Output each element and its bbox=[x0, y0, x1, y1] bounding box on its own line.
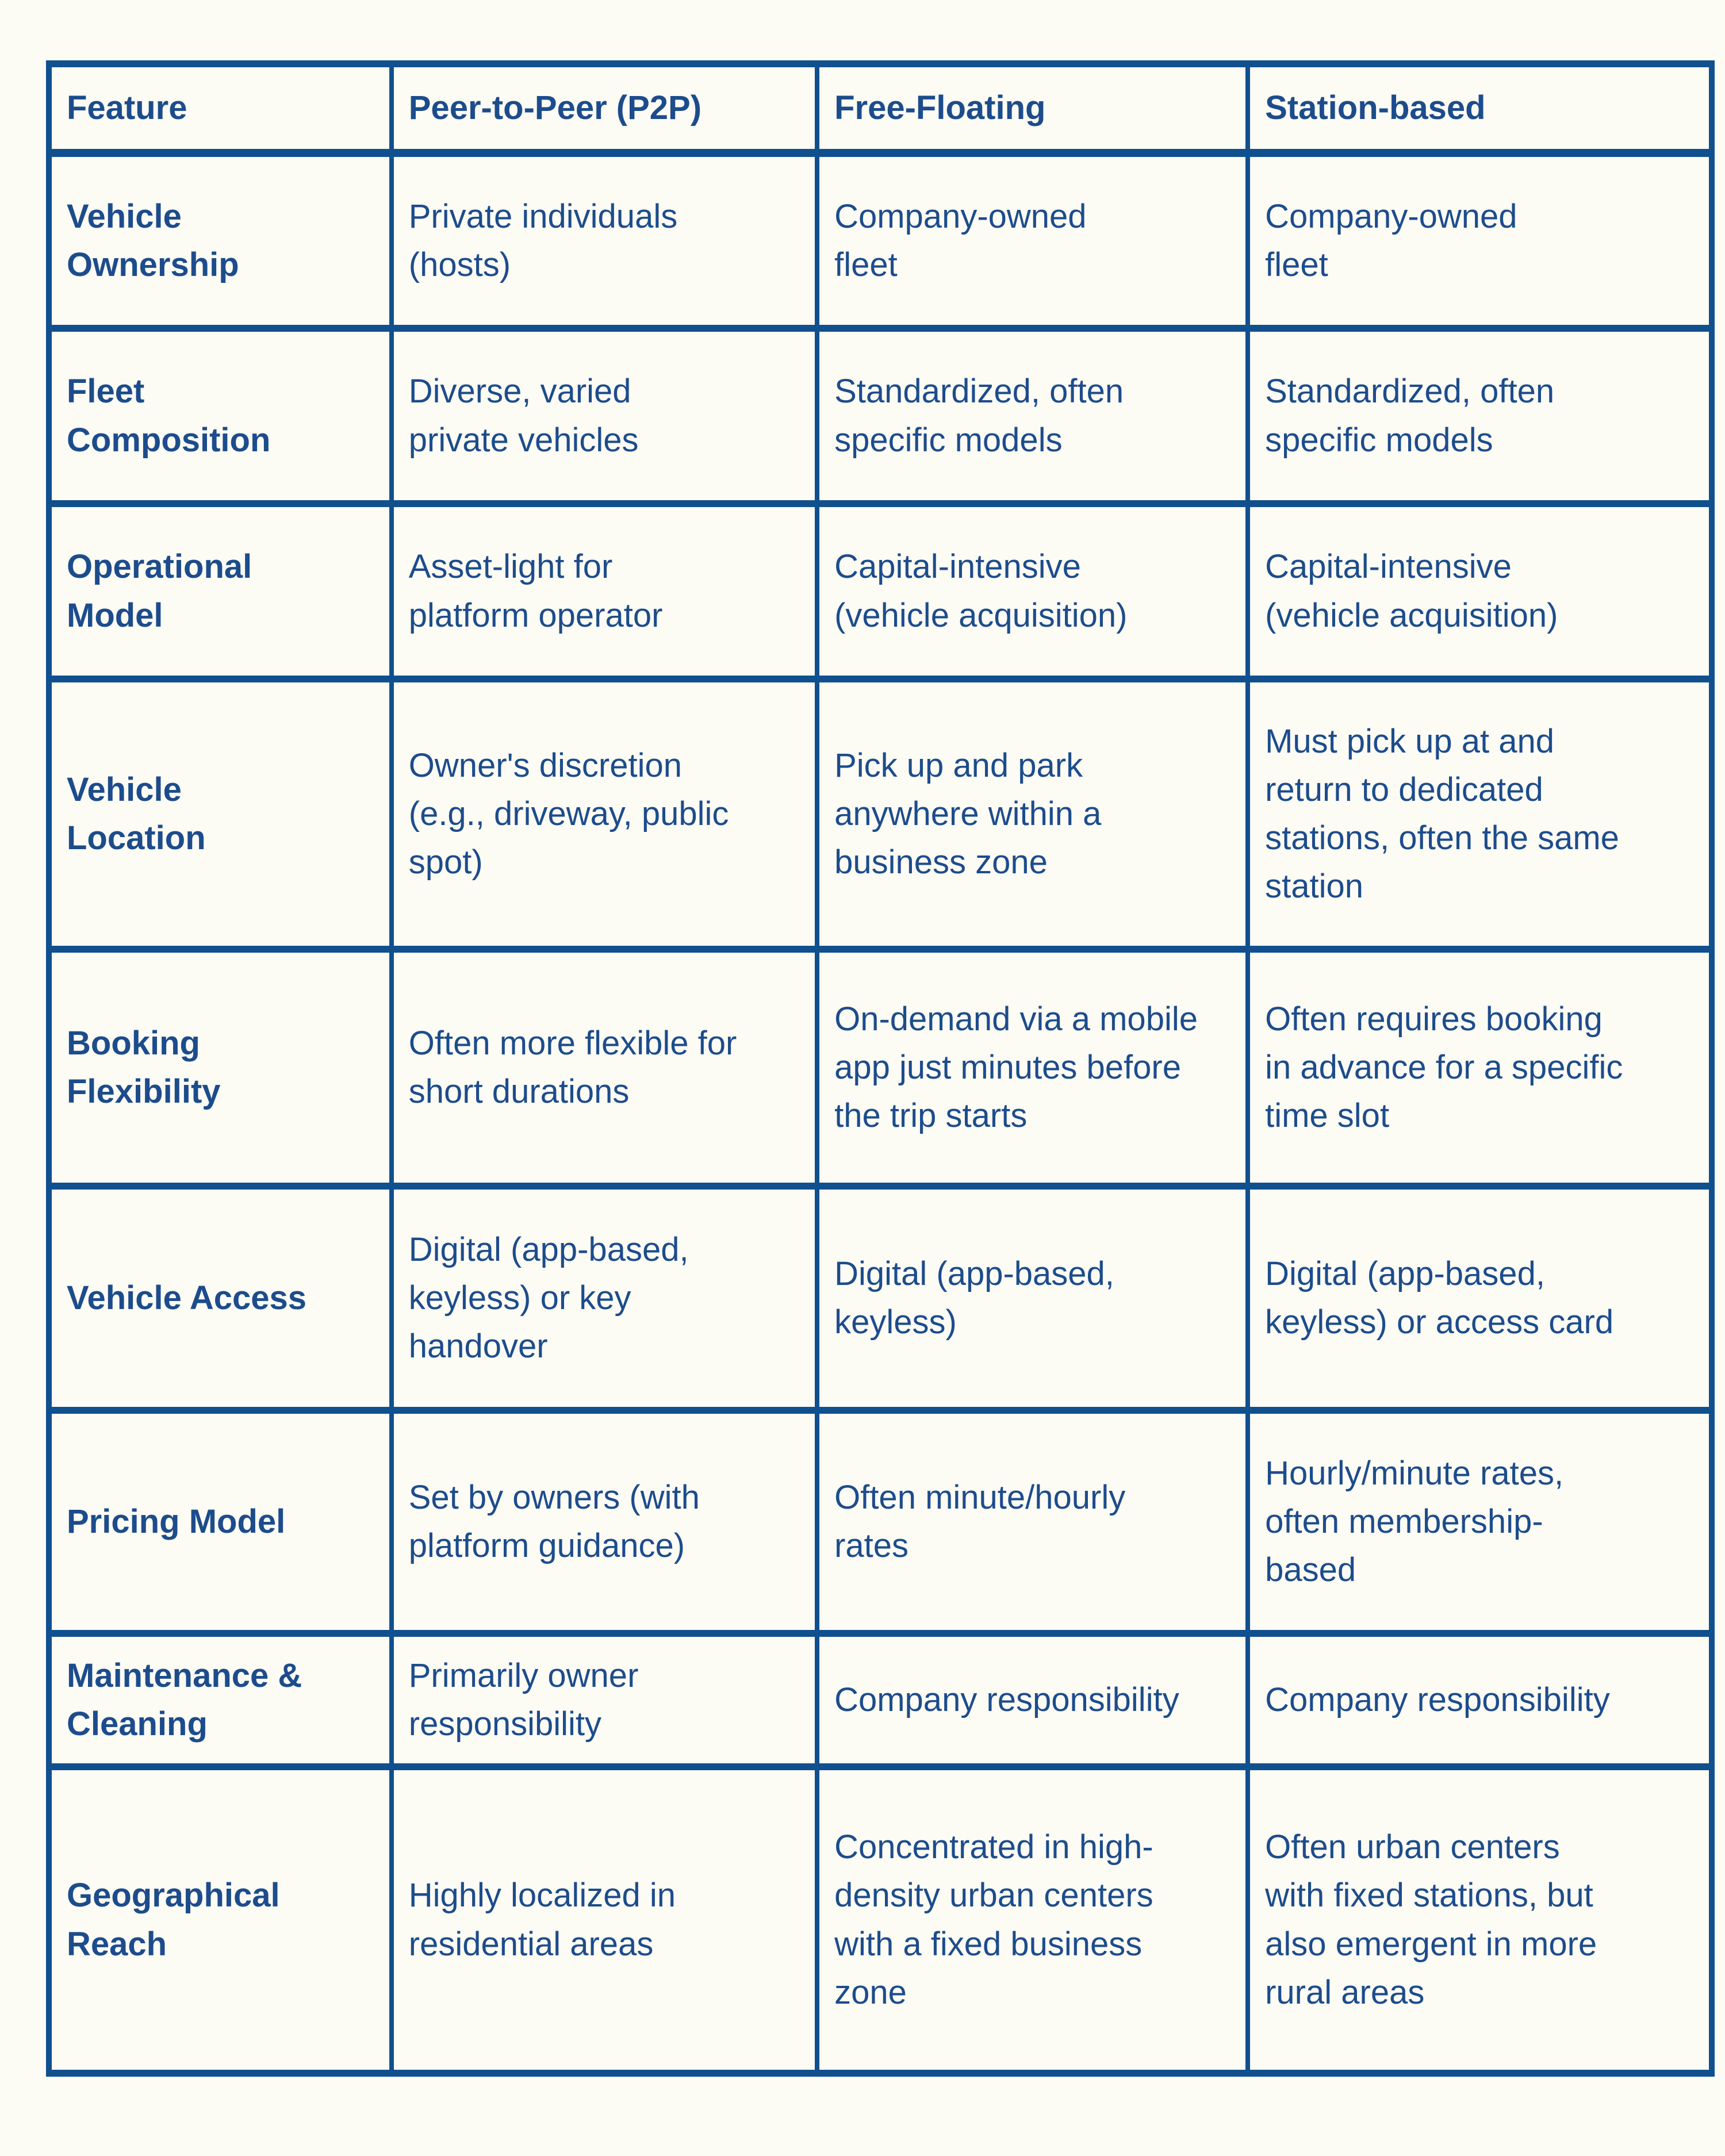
table-row-geographical-reach: Geographical Reach Highly localized in r… bbox=[47, 1763, 1714, 2077]
table-row-operational-model: Operational Model Asset-light for platfo… bbox=[47, 500, 1714, 682]
carsharing-comparison-table: Feature Peer-to-Peer (P2P) Free-Floating… bbox=[46, 60, 1715, 2077]
table-row-fleet-composition: Fleet Composition Diverse, varied privat… bbox=[47, 325, 1714, 507]
row-header-vehicle-ownership: Vehicle Ownership bbox=[47, 149, 394, 332]
table-cell: Company responsibility bbox=[815, 1630, 1251, 1770]
column-header-free-floating: Free-Floating bbox=[815, 60, 1251, 157]
row-header-vehicle-location: Vehicle Location bbox=[47, 676, 394, 953]
row-header-maintenance-cleaning: Maintenance & Cleaning bbox=[47, 1630, 394, 1770]
table-cell: Private individuals (hosts) bbox=[389, 149, 820, 332]
table-cell: Asset-light for platform operator bbox=[389, 500, 820, 682]
table-cell: Digital (app-based, keyless) or access c… bbox=[1245, 1183, 1714, 1414]
table-cell: Primarily owner responsibility bbox=[389, 1630, 820, 1770]
row-header-vehicle-access: Vehicle Access bbox=[47, 1183, 394, 1414]
table-cell: Standardized, often specific models bbox=[1245, 325, 1714, 507]
table-cell: Company responsibility bbox=[1245, 1630, 1714, 1770]
table-cell: Often minute/hourly rates bbox=[815, 1407, 1251, 1637]
table-cell: Hourly/minute rates, often membership- b… bbox=[1245, 1407, 1714, 1637]
table-row-vehicle-ownership: Vehicle Ownership Private individuals (h… bbox=[47, 149, 1714, 332]
table-cell: Company-owned fleet bbox=[1245, 149, 1714, 332]
row-header-booking-flexibility: Booking Flexibility bbox=[47, 946, 394, 1190]
table-cell: Capital-intensive (vehicle acquisition) bbox=[815, 500, 1251, 682]
table-cell: Set by owners (with platform guidance) bbox=[389, 1407, 820, 1637]
table-cell: Owner's discretion (e.g., driveway, publ… bbox=[389, 676, 820, 953]
table-cell: Capital-intensive (vehicle acquisition) bbox=[1245, 500, 1714, 682]
row-header-geographical-reach: Geographical Reach bbox=[47, 1763, 394, 2077]
table-row-vehicle-location: Vehicle Location Owner's discretion (e.g… bbox=[47, 676, 1714, 953]
table-cell: On-demand via a mobile app just minutes … bbox=[815, 946, 1251, 1190]
column-header-station-based: Station-based bbox=[1245, 60, 1714, 157]
table-cell: Highly localized in residential areas bbox=[389, 1763, 820, 2077]
table-cell: Often more flexible for short durations bbox=[389, 946, 820, 1190]
table-row-vehicle-access: Vehicle Access Digital (app-based, keyle… bbox=[47, 1183, 1714, 1414]
table-cell: Digital (app-based, keyless) or key hand… bbox=[389, 1183, 820, 1414]
table-cell: Company-owned fleet bbox=[815, 149, 1251, 332]
table-row-maintenance-cleaning: Maintenance & Cleaning Primarily owner r… bbox=[47, 1630, 1714, 1770]
row-header-operational-model: Operational Model bbox=[47, 500, 394, 682]
column-header-feature: Feature bbox=[47, 60, 394, 157]
table-row-booking-flexibility: Booking Flexibility Often more flexible … bbox=[47, 946, 1714, 1190]
table-row-pricing-model: Pricing Model Set by owners (with platfo… bbox=[47, 1407, 1714, 1637]
column-header-p2p: Peer-to-Peer (P2P) bbox=[389, 60, 820, 157]
table-cell: Concentrated in high- density urban cent… bbox=[815, 1763, 1251, 2077]
table-cell: Often requires booking in advance for a … bbox=[1245, 946, 1714, 1190]
row-header-pricing-model: Pricing Model bbox=[47, 1407, 394, 1637]
header-row: Feature Peer-to-Peer (P2P) Free-Floating… bbox=[47, 60, 1714, 157]
table-cell: Pick up and park anywhere within a busin… bbox=[815, 676, 1251, 953]
table-cell: Digital (app-based, keyless) bbox=[815, 1183, 1251, 1414]
table-cell: Must pick up at and return to dedicated … bbox=[1245, 676, 1714, 953]
table-cell: Often urban centers with fixed stations,… bbox=[1245, 1763, 1714, 2077]
table-cell: Diverse, varied private vehicles bbox=[389, 325, 820, 507]
row-header-fleet-composition: Fleet Composition bbox=[47, 325, 394, 507]
table-cell: Standardized, often specific models bbox=[815, 325, 1251, 507]
